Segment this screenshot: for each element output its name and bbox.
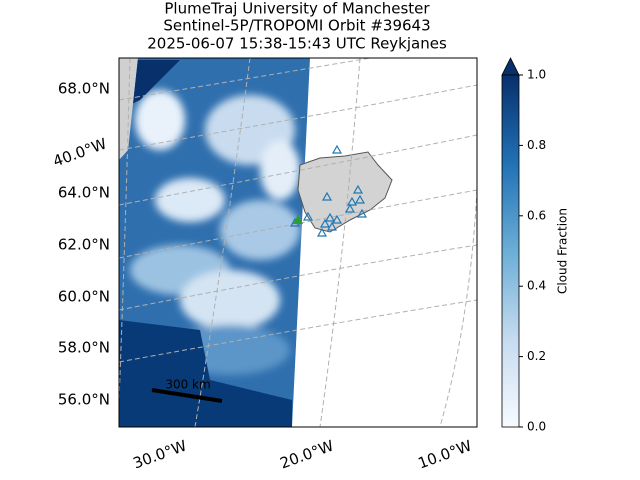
lat-label: 68.0°N: [58, 80, 110, 98]
colorbar-tick-label: 0.0: [527, 420, 546, 434]
lat-label: 58.0°N: [58, 339, 110, 357]
title-line: Sentinel-5P/TROPOMI Orbit #39643: [163, 17, 430, 35]
scale-bar-label: 300 km: [165, 378, 210, 392]
map-frame: [118, 57, 478, 428]
colorbar-tick-label: 1.0: [527, 68, 546, 82]
title-line: PlumeTraj University of Manchester: [164, 0, 430, 18]
lat-label: 60.0°N: [58, 288, 110, 306]
colorbar-label: Cloud Fraction: [556, 208, 570, 294]
satellite-swath: [119, 58, 310, 427]
lat-label: 64.0°N: [58, 184, 110, 202]
title-line: 2025-06-07 15:38-15:43 UTC Reykjanes: [147, 35, 447, 53]
volcano-markers: [289, 144, 368, 237]
lon-label: 40.0°W: [51, 134, 110, 170]
map-area: [119, 58, 477, 427]
lon-label: 10.0°W: [416, 436, 475, 472]
lon-label: 20.0°W: [278, 436, 337, 472]
lat-label: 56.0°N: [58, 391, 110, 409]
colorbar-tick-label: 0.4: [527, 279, 546, 293]
colorbar: [501, 57, 520, 428]
colorbar-tick-label: 0.6: [527, 208, 546, 222]
lat-label: 62.0°N: [58, 236, 110, 254]
colorbar-tick-label: 0.8: [527, 138, 546, 152]
scale-bar: [151, 388, 223, 403]
target-volcano: [293, 215, 303, 224]
colorbar-tick-label: 0.2: [527, 349, 546, 363]
lon-label: 30.0°W: [131, 436, 190, 472]
